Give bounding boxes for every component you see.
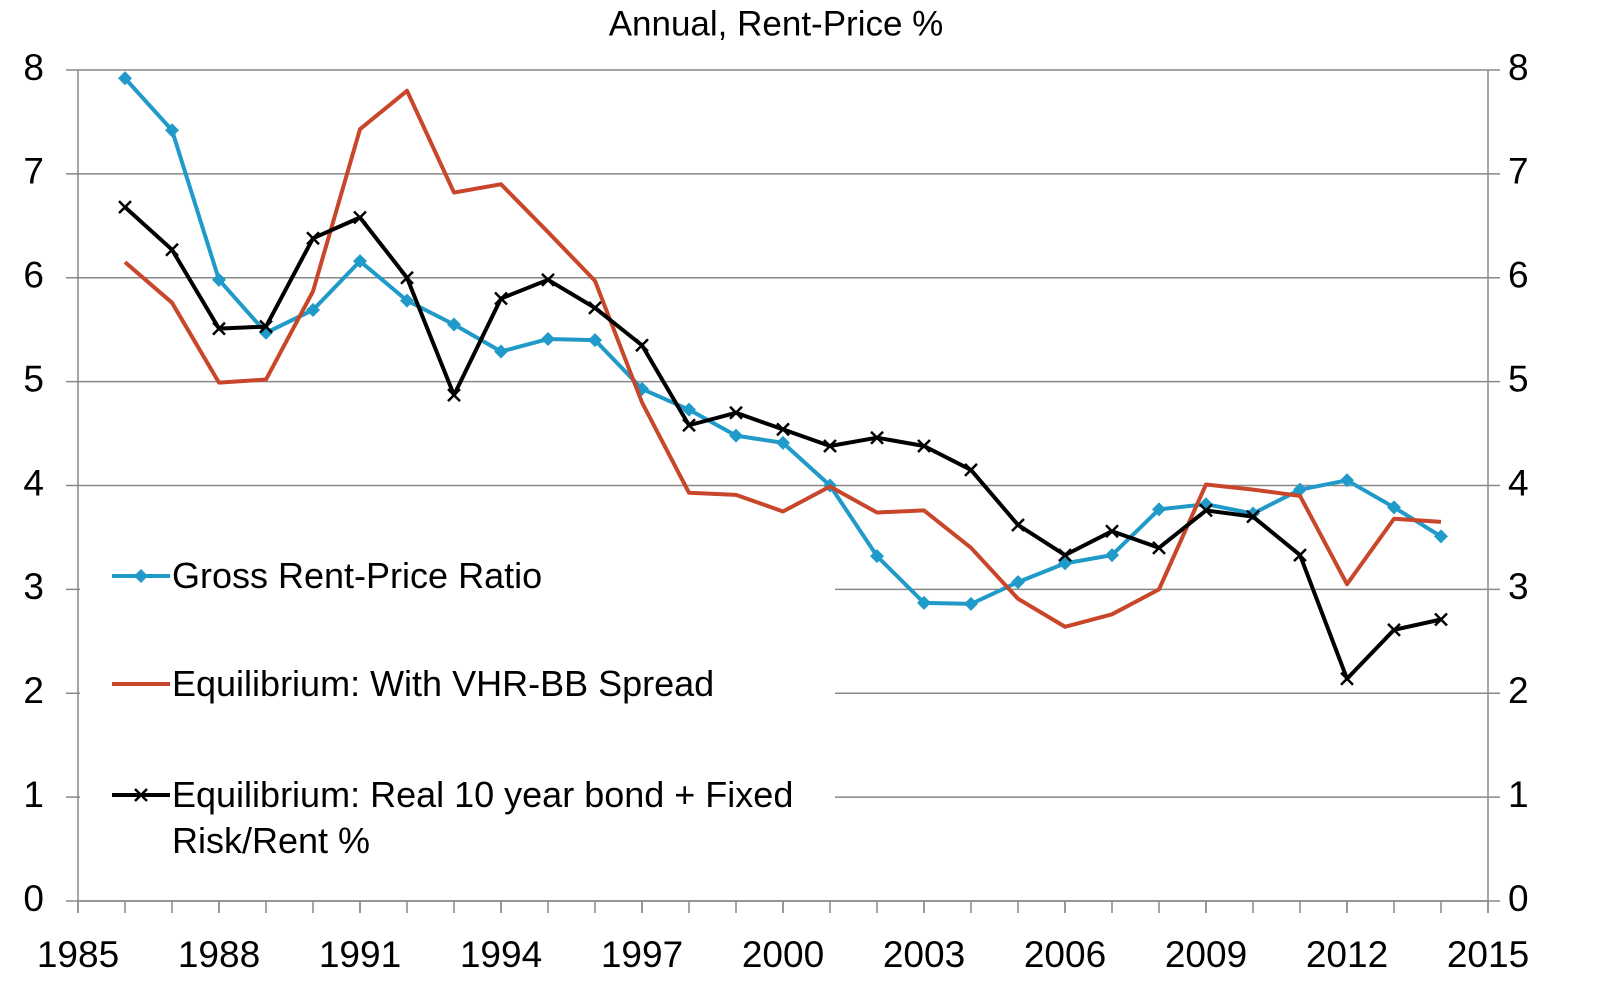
point	[1340, 473, 1354, 488]
point	[964, 463, 978, 477]
point	[1058, 548, 1072, 562]
point	[729, 428, 743, 443]
point	[118, 200, 132, 214]
point	[1152, 540, 1166, 555]
point	[400, 293, 414, 308]
y2-tick-label: 7	[1508, 151, 1529, 192]
point	[1293, 482, 1307, 497]
y2-tick-label: 2	[1508, 670, 1529, 711]
point	[1387, 500, 1401, 515]
point	[1011, 575, 1025, 590]
point	[1387, 623, 1401, 637]
legend-label: Equilibrium: Real 10 year bond + Fixed R…	[172, 774, 794, 861]
point	[588, 333, 602, 348]
point	[823, 439, 837, 453]
point	[1152, 502, 1166, 517]
y-tick-label: 8	[23, 47, 44, 88]
point	[729, 405, 743, 420]
point	[682, 402, 696, 417]
x-tick-label: 2015	[1447, 934, 1529, 975]
point	[494, 291, 508, 306]
x-tick-label: 2003	[883, 934, 965, 975]
legend-box	[80, 540, 835, 895]
point	[400, 270, 414, 285]
point	[306, 231, 320, 246]
point	[259, 319, 273, 334]
x-tick-label: 2006	[1024, 934, 1106, 975]
point	[1199, 503, 1213, 518]
point	[1340, 671, 1354, 686]
y2-tick-label: 0	[1508, 878, 1529, 919]
x-tick-label: 1994	[460, 934, 542, 975]
legend-label: Equilibrium: With VHR-BB Spread	[172, 663, 715, 704]
point	[353, 210, 367, 225]
point	[870, 549, 884, 564]
point	[1434, 529, 1448, 544]
x-tick-label: 1997	[601, 934, 683, 975]
x-tick-label: 2012	[1306, 934, 1388, 975]
point	[776, 422, 790, 437]
x-tick-label: 2009	[1165, 934, 1247, 975]
y2-tick-label: 5	[1508, 358, 1529, 399]
point	[1246, 509, 1260, 524]
point	[682, 418, 696, 433]
point	[494, 344, 508, 359]
y-tick-label: 2	[23, 670, 44, 711]
point	[917, 439, 931, 453]
point	[635, 338, 649, 353]
y2-tick-label: 6	[1508, 255, 1529, 296]
point	[541, 272, 555, 287]
point	[776, 435, 790, 450]
y2-tick-label: 3	[1508, 566, 1529, 607]
legend-marker	[134, 788, 148, 802]
y-tick-label: 3	[23, 566, 44, 607]
legend-marker	[134, 569, 148, 583]
x-tick-label: 1988	[178, 934, 260, 975]
y-tick-label: 4	[23, 462, 44, 503]
point	[165, 123, 179, 138]
point	[541, 332, 555, 347]
y2-tick-label: 8	[1508, 47, 1529, 88]
chart-title: Annual, Rent-Price %	[609, 4, 944, 43]
point	[1434, 612, 1448, 627]
point	[1293, 548, 1307, 562]
y2-tick-label: 4	[1508, 462, 1529, 503]
x-tick-label: 1991	[319, 934, 401, 975]
series-line	[123, 88, 1442, 629]
legend-label: Gross Rent-Price Ratio	[172, 555, 543, 596]
point	[306, 302, 320, 317]
y2-tick-label: 1	[1508, 774, 1529, 815]
point	[1011, 518, 1025, 532]
y-tick-label: 5	[23, 358, 44, 399]
point	[917, 595, 931, 610]
point	[118, 71, 132, 86]
y-tick-label: 7	[23, 151, 44, 192]
point	[353, 254, 367, 269]
point	[212, 272, 226, 287]
x-tick-label: 2000	[742, 934, 824, 975]
point	[870, 430, 884, 445]
y-tick-label: 1	[23, 774, 44, 815]
point	[447, 388, 461, 403]
y-tick-label: 0	[23, 878, 44, 919]
point	[165, 242, 179, 257]
x-tick-label: 1985	[37, 934, 119, 975]
series-line	[123, 76, 1443, 606]
point	[964, 596, 978, 611]
y-tick-label: 6	[23, 255, 44, 296]
point	[1105, 548, 1119, 563]
point	[588, 300, 602, 315]
point	[1105, 524, 1119, 539]
point	[212, 321, 226, 336]
point	[447, 317, 461, 332]
